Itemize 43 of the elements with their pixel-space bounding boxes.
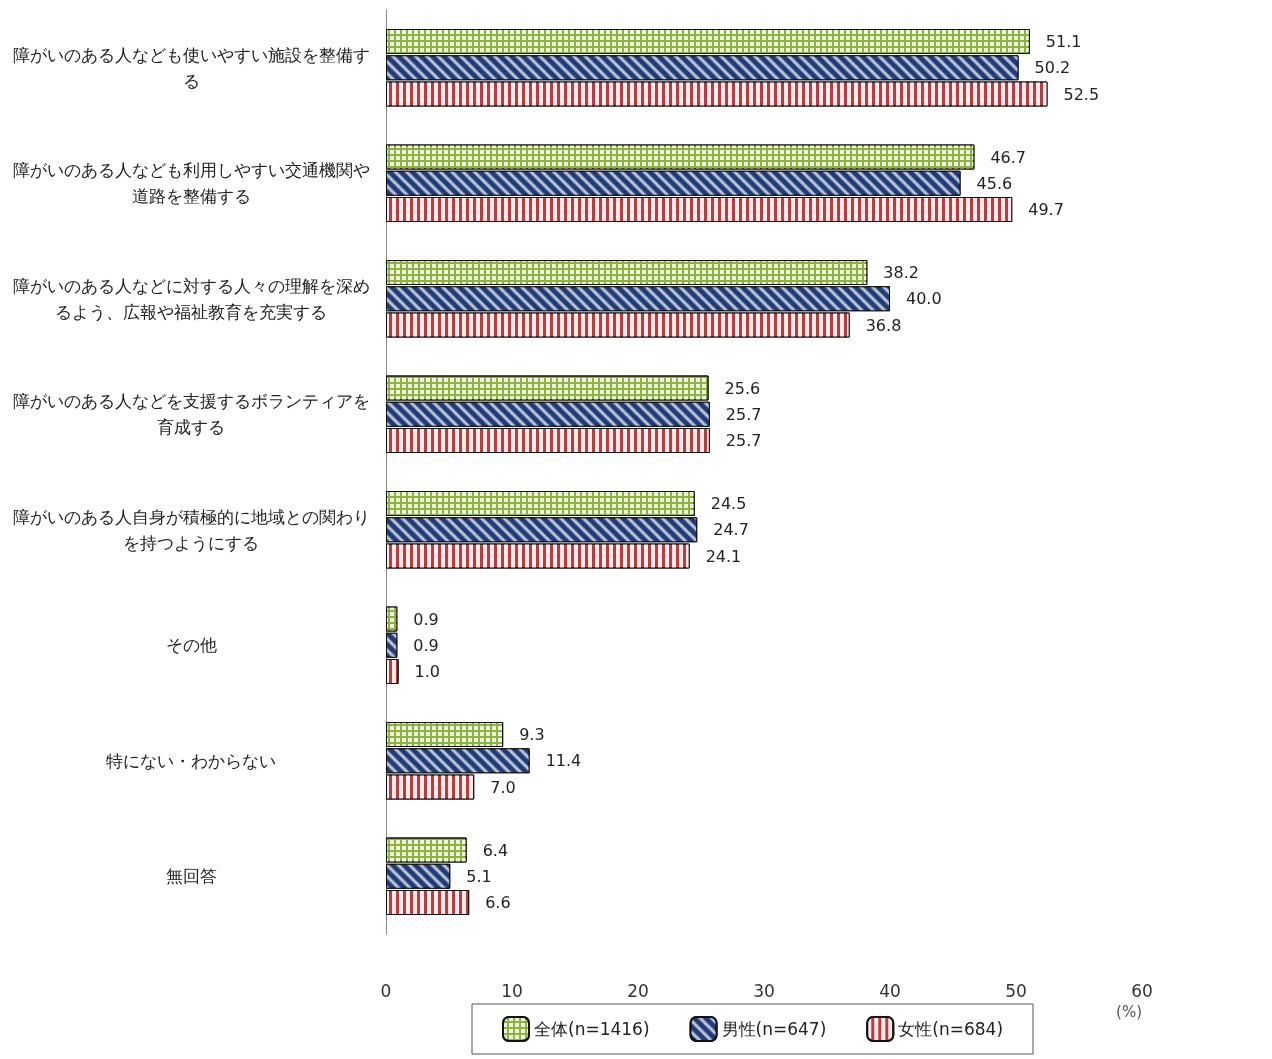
data-label: 49.7 [1028,200,1064,219]
legend-label: 男性(n=647) [721,1019,827,1039]
data-label: 46.7 [990,147,1027,167]
data-label: 50.2 [1034,58,1071,78]
data-label: 24.5 [710,494,747,513]
data-label: 0.9 [413,635,439,655]
y-tick-label: 無回答 [165,866,217,887]
data-label: 6.6 [485,893,511,912]
data-label: 25.7 [725,431,762,450]
data-label: 51.1 [1045,32,1082,51]
y-tick-label: 特にない・わからない [106,750,276,771]
data-label: 52.5 [1063,84,1100,104]
x-tick-label: 40 [879,980,901,1001]
x-tick-label: 0 [380,980,392,1001]
data-label: 0.9 [413,609,439,629]
data-label: 24.7 [713,520,749,540]
data-label: 38.2 [883,263,919,282]
y-tick-label: 障がいのある人なども使いやすい施設を整備する [12,44,370,91]
y-tick-label: 障がいのある人自身が積極的に地域との関わりを持つようにする [12,506,370,553]
y-tick-label: 障がいのある人などに対する人々の理解を深めるよう、広報や福祉教育を充実する [12,275,370,322]
y-tick-label: 障がいのある人なども利用しやすい交通機関や道路を整備する [12,160,370,207]
data-label: 1.0 [414,662,441,681]
x-tick-label: 10 [501,980,523,1001]
data-label: 36.8 [865,315,902,335]
x-tick-label: 30 [753,980,775,1001]
legend-label: 全体(n=1416) [534,1019,650,1039]
data-label: 5.1 [466,866,492,886]
data-label: 7.0 [490,777,516,797]
data-label: 25.7 [725,404,762,424]
x-tick-label: 20 [627,980,649,1001]
data-label: 6.4 [482,840,509,860]
data-label: 25.6 [724,378,761,398]
data-label: 45.6 [976,173,1013,193]
data-label: 11.4 [545,751,582,771]
data-label: 40.0 [906,289,942,309]
legend-label: 女性(n=684) [898,1019,1004,1039]
y-tick-label: 障がいのある人などを支援するボランティアを育成する [12,391,370,438]
x-tick-label: 60 [1131,980,1153,1001]
data-label: 9.3 [519,725,545,744]
y-tick-label: その他 [165,635,217,656]
x-tick-label: 50 [1005,980,1027,1001]
x-axis-title: (%) [1116,1002,1142,1021]
data-label: 24.1 [705,546,742,566]
